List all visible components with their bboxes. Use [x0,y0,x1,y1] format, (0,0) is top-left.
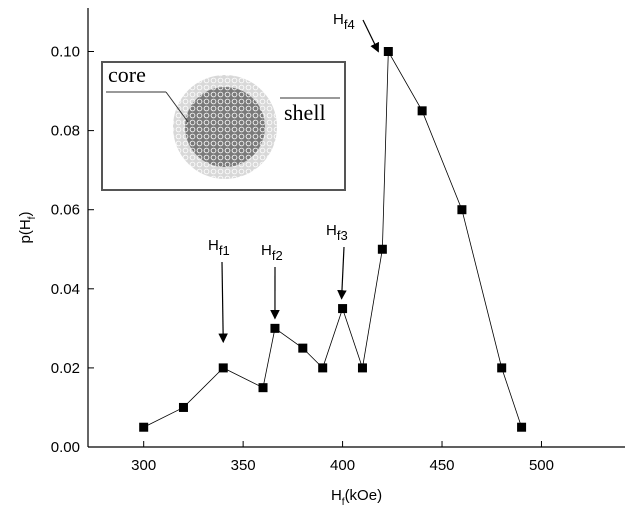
point [270,324,279,333]
point [219,363,228,372]
x-tick-label: 350 [231,457,256,474]
y-tick-label: 0.08 [51,123,80,140]
point [384,47,393,56]
y-tick-label: 0.04 [51,281,80,298]
core-label: core [108,62,146,87]
point [318,363,327,372]
point [179,403,188,412]
y-tick-label: 0.00 [51,439,80,456]
point [139,423,148,432]
point [358,363,367,372]
y-tick-label: 0.06 [51,202,80,219]
point [418,106,427,115]
annotation: Hf4 [333,11,355,32]
x-tick-label: 400 [330,457,355,474]
y-axis-label: p(Hf) [17,212,38,244]
annotation-arrow [222,262,223,342]
annotation-arrow [363,20,378,52]
inset: core shell [102,62,345,190]
y-tick-label: 0.10 [51,44,80,61]
x-tick-label: 300 [131,457,156,474]
point [298,344,307,353]
chart: core shell 0.00 0.02 0.04 0.06 0.08 0.10 300 35… [0,0,627,507]
point [378,245,387,254]
annotation: Hf3 [326,222,348,243]
y-tick-label: 0.02 [51,360,80,377]
point [457,205,466,214]
point [517,423,526,432]
page: {"chart_data": {"type": "line", "x_label… [0,0,627,512]
annotation-arrow [342,247,344,299]
x-tick-label: 450 [430,457,455,474]
point [497,363,506,372]
point [338,304,347,313]
annotation: Hf2 [261,242,283,263]
annotation: Hf1 [208,237,230,258]
x-axis-label: Hf(kOe) [331,487,382,507]
shell-label: shell [284,100,326,125]
point [259,383,268,392]
core-pattern [185,87,265,167]
x-tick-label: 500 [529,457,554,474]
